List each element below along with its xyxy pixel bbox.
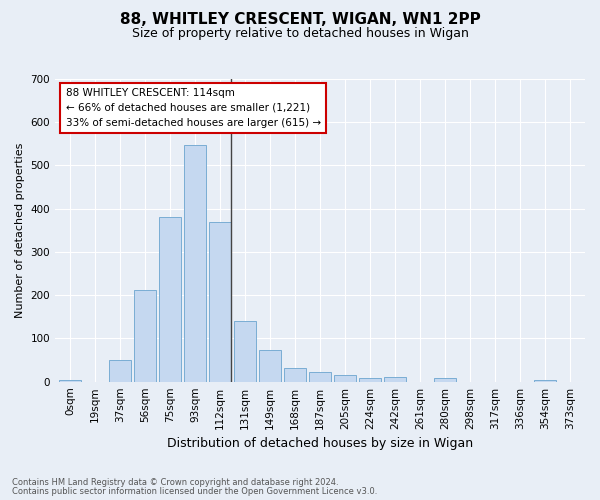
Y-axis label: Number of detached properties: Number of detached properties [15, 142, 25, 318]
Bar [309, 372, 331, 382]
Bar [284, 368, 306, 382]
Bar [59, 380, 81, 382]
Bar [534, 380, 556, 382]
Bar [159, 217, 181, 382]
Text: 88, WHITLEY CRESCENT, WIGAN, WN1 2PP: 88, WHITLEY CRESCENT, WIGAN, WN1 2PP [119, 12, 481, 28]
Bar [234, 321, 256, 382]
Bar [134, 290, 156, 382]
Text: Size of property relative to detached houses in Wigan: Size of property relative to detached ho… [131, 28, 469, 40]
Bar [259, 350, 281, 382]
Bar [384, 378, 406, 382]
Bar [184, 144, 206, 382]
Bar [109, 360, 131, 382]
Text: Contains HM Land Registry data © Crown copyright and database right 2024.: Contains HM Land Registry data © Crown c… [12, 478, 338, 487]
Bar [334, 375, 356, 382]
Bar [359, 378, 381, 382]
Bar [209, 222, 231, 382]
Text: 88 WHITLEY CRESCENT: 114sqm
← 66% of detached houses are smaller (1,221)
33% of : 88 WHITLEY CRESCENT: 114sqm ← 66% of det… [65, 88, 321, 128]
Text: Contains public sector information licensed under the Open Government Licence v3: Contains public sector information licen… [12, 487, 377, 496]
Bar [434, 378, 456, 382]
X-axis label: Distribution of detached houses by size in Wigan: Distribution of detached houses by size … [167, 437, 473, 450]
